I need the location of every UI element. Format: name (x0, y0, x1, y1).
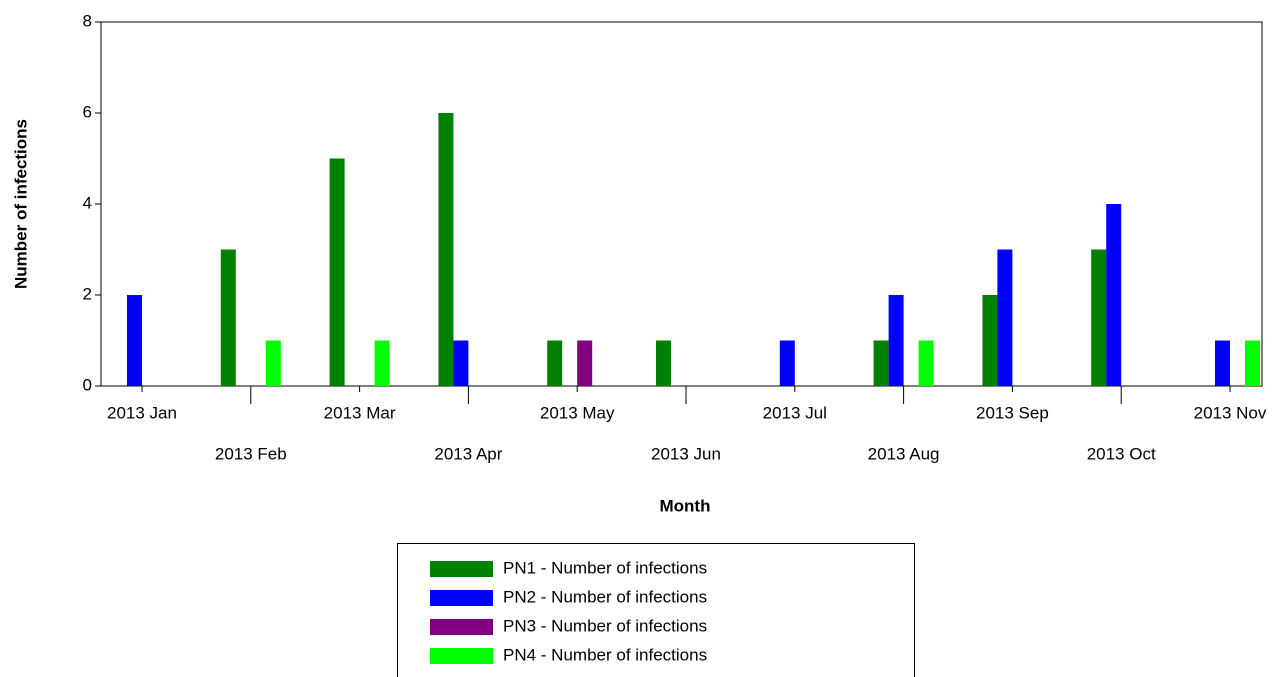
legend-swatch (430, 590, 493, 606)
legend-label: PN1 - Number of infections (503, 558, 707, 577)
y-tick-label: 0 (83, 375, 92, 394)
x-tick-label: 2013 Sep (976, 403, 1049, 422)
y-tick-label: 6 (83, 102, 92, 121)
x-tick-label: 2013 Mar (324, 403, 396, 422)
y-axis-label: Number of infections (11, 119, 30, 289)
legend-swatch (430, 561, 493, 577)
y-tick-label: 4 (83, 193, 92, 212)
legend-label: PN4 - Number of infections (503, 645, 707, 664)
legend-swatch (430, 619, 493, 635)
legend-swatch (430, 648, 493, 664)
x-tick-label: 2013 Jun (651, 444, 721, 463)
bar (453, 340, 469, 386)
bar (438, 113, 454, 386)
x-tick-label: 2013 Jan (107, 403, 177, 422)
x-axis-label: Month (660, 496, 711, 515)
bar (997, 249, 1013, 386)
plot-frame (100, 21, 1263, 387)
x-tick-label: 2013 May (540, 403, 615, 422)
bar (873, 340, 889, 386)
bar (1091, 249, 1107, 386)
bar (656, 340, 671, 386)
bar (779, 340, 795, 386)
x-tick-label: 2013 Nov (1194, 403, 1267, 422)
bar (265, 340, 281, 386)
x-tick-label: 2013 Aug (868, 444, 940, 463)
y-tick-label: 2 (83, 284, 92, 303)
legend-box (397, 543, 915, 677)
bar (918, 340, 934, 386)
x-tick-label: 2013 Oct (1087, 444, 1156, 463)
bar (547, 340, 563, 386)
bar (329, 158, 345, 386)
bar (1106, 204, 1122, 386)
y-tick-label: 8 (83, 11, 92, 30)
bar (1215, 340, 1230, 386)
legend-label: PN2 - Number of infections (503, 587, 707, 606)
bar (1245, 340, 1260, 386)
x-tick-label: 2013 Jul (763, 403, 827, 422)
bar (888, 295, 904, 386)
bar (982, 295, 998, 386)
bar (127, 295, 142, 386)
bar (220, 249, 236, 386)
bar (374, 340, 390, 386)
bar (577, 340, 593, 386)
x-tick-label: 2013 Feb (215, 444, 287, 463)
legend-label: PN3 - Number of infections (503, 616, 707, 635)
x-tick-label: 2013 Apr (434, 444, 502, 463)
